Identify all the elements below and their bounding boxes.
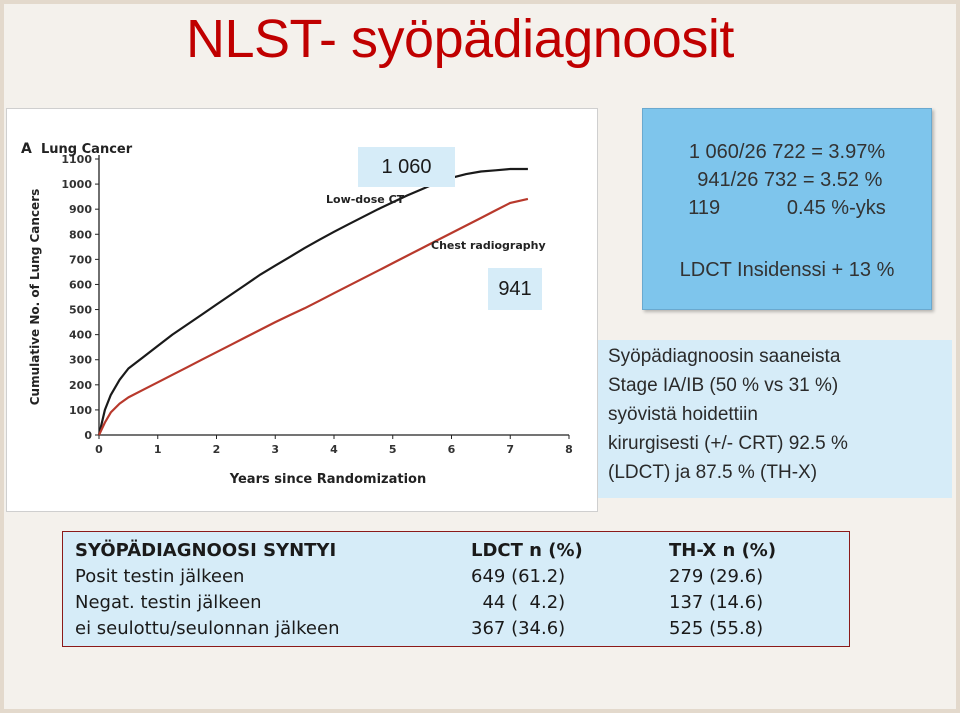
table-cell: 137 (14.6): [669, 592, 764, 613]
cumulative-lung-cancer-chart: 0 100 200 300 400 500 600 700 800 900 1000 1100 0 1 2 3…: [21, 141, 573, 487]
legend-label-low-dose-ct: Low-dose CT: [326, 193, 405, 206]
x-tick-label: 3: [271, 443, 279, 456]
stage-info-box: Syöpädiagnoosin saaneista Stage IA/IB (5…: [598, 340, 952, 498]
x-tick-label: 5: [389, 443, 397, 456]
table-header: SYÖPÄDIAGNOOSI SYNTYI: [75, 540, 337, 561]
x-tick-label: 8: [565, 443, 573, 456]
stage-line: syövistä hoidettiin: [608, 404, 758, 425]
x-tick-label: 0: [95, 443, 103, 456]
y-tick-label: 1100: [61, 153, 92, 166]
table-row: Posit testin jälkeen 649 (61.2) 279 (29.…: [63, 566, 849, 592]
ldct-count-box: 1 060: [358, 147, 455, 187]
stage-line: Syöpädiagnoosin saaneista: [608, 346, 841, 367]
x-tick-label: 2: [213, 443, 221, 456]
y-tick-label: 400: [69, 329, 92, 342]
chart-title: Lung Cancer: [41, 142, 133, 157]
series-line-low-dose-ct: [97, 167, 528, 436]
table-header: TH-X n (%): [669, 540, 777, 561]
table-cell: 525 (55.8): [669, 618, 764, 639]
x-axis-title: Years since Randomization: [229, 472, 426, 487]
incidence-calculation-box: 1 060/26 722 = 3.97% 941/26 732 = 3.52 %…: [642, 108, 932, 310]
x-tick-label: 6: [448, 443, 456, 456]
table-header: LDCT n (%): [471, 540, 583, 561]
y-tick-label: 900: [69, 203, 92, 216]
stage-line: kirurgisesti (+/- CRT) 92.5 %: [608, 433, 848, 454]
table-header-row: SYÖPÄDIAGNOOSI SYNTYI LDCT n (%) TH-X n …: [63, 540, 849, 566]
x-tick-label: 1: [154, 443, 162, 456]
y-tick-label: 800: [69, 228, 92, 241]
table-cell: Posit testin jälkeen: [75, 566, 245, 587]
table-cell: 44 ( 4.2): [471, 592, 566, 613]
calc-line-insidence: LDCT Insidenssi + 13 %: [679, 259, 895, 281]
ldct-count-label: 1 060: [381, 155, 432, 178]
chart-panel: 0 100 200 300 400 500 600 700 800 900 1000 1100 0 1 2 3…: [6, 108, 598, 512]
y-tick-label: 700: [69, 253, 92, 266]
table-cell: 367 (34.6): [471, 618, 566, 639]
slide-title: NLST- syöpädiagnoosit: [186, 9, 734, 69]
stage-line: (LDCT) ja 87.5 % (TH-X): [608, 462, 818, 483]
table-cell: 279 (29.6): [669, 566, 764, 587]
thx-count-label: 941: [498, 277, 532, 300]
y-tick-label: 1000: [61, 178, 92, 191]
table-cell: Negat. testin jälkeen: [75, 592, 262, 613]
table-row: ei seulottu/seulonnan jälkeen 367 (34.6)…: [63, 618, 849, 644]
x-tick-label: 4: [330, 443, 338, 456]
calc-line-thx: 941/26 732 = 3.52 %: [691, 169, 883, 191]
x-tick-label: 7: [506, 443, 514, 456]
panel-label: A: [21, 141, 32, 157]
calc-line-ldct: 1 060/26 722 = 3.97%: [688, 141, 886, 163]
series-line-chest-radiography: [98, 197, 529, 436]
table-cell: ei seulottu/seulonnan jälkeen: [75, 618, 340, 639]
y-tick-label: 600: [69, 278, 92, 291]
stage-line: Stage IA/IB (50 % vs 31 %): [608, 375, 839, 396]
diagnosis-table: SYÖPÄDIAGNOOSI SYNTYI LDCT n (%) TH-X n …: [62, 531, 850, 647]
y-tick-label: 300: [69, 354, 92, 367]
y-tick-label: 500: [69, 304, 92, 317]
y-tick-label: 100: [69, 404, 92, 417]
legend-label-chest-radiography: Chest radiography: [431, 239, 546, 252]
y-axis-title: Cumulative No. of Lung Cancers: [28, 189, 42, 406]
calc-line-difference: 119 0.45 %-yks: [688, 197, 886, 219]
y-tick-label: 0: [84, 429, 92, 442]
table-cell: 649 (61.2): [471, 566, 566, 587]
thx-count-box: 941: [488, 268, 542, 310]
y-tick-label: 200: [69, 379, 92, 392]
table-row: Negat. testin jälkeen 44 ( 4.2) 137 (14.…: [63, 592, 849, 618]
